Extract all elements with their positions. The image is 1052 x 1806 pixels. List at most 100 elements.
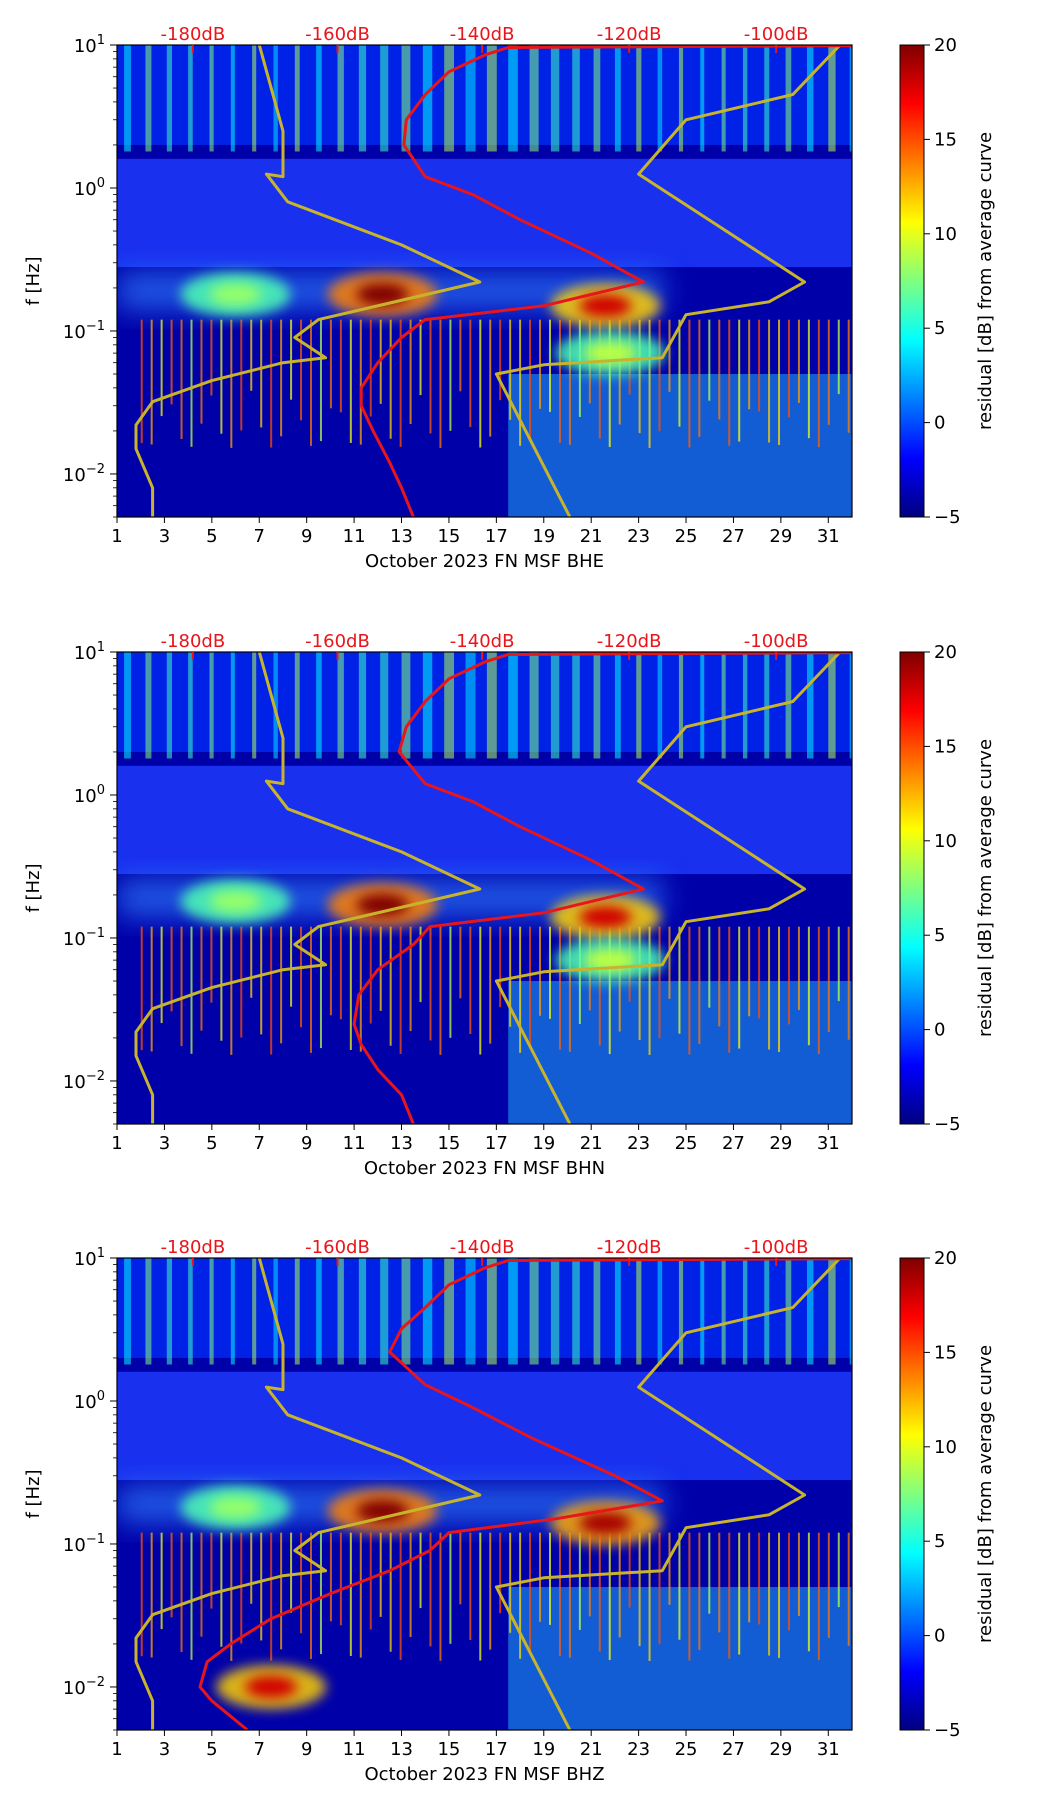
top-scale-label: -180dB xyxy=(161,1237,226,1258)
heatmap-spike xyxy=(469,1532,472,1641)
heatmap-stripe xyxy=(614,1258,621,1365)
heatmap-spike xyxy=(230,926,233,1055)
heatmap-stripe xyxy=(465,45,476,152)
x-tick-label: 23 xyxy=(627,526,650,547)
y-tick-label: 10−2 xyxy=(63,1069,105,1093)
heatmap-spike xyxy=(260,926,263,1035)
heatmap-spike xyxy=(260,1532,263,1641)
heatmap-spike xyxy=(519,1532,522,1659)
heatmap-spike xyxy=(319,1532,322,1655)
heatmap-spike xyxy=(787,1532,790,1631)
heatmap-stripe xyxy=(785,45,792,152)
heatmap-hotspot xyxy=(209,1496,262,1519)
heatmap-spike xyxy=(309,319,312,446)
x-tick-label: 21 xyxy=(580,1133,603,1154)
heatmap-spike xyxy=(509,926,512,1027)
heatmap-spike xyxy=(250,319,253,391)
spectrogram-panel-2: 1 3 5 7 9 11 13 15 17 19 21 23 25 27 29 3110110010−110−… xyxy=(23,631,996,1179)
x-tick-label: 7 xyxy=(254,1739,265,1760)
heatmap-spike xyxy=(309,1532,312,1659)
heatmap-spike xyxy=(319,926,322,1049)
heatmap-spike xyxy=(648,926,651,1055)
top-scale-label: -160dB xyxy=(305,24,370,45)
heatmap-spike xyxy=(479,1532,482,1661)
heatmap-stripe xyxy=(828,45,836,152)
heatmap-spike xyxy=(180,926,183,1047)
x-tick-label: 5 xyxy=(206,1133,217,1154)
heatmap-spike xyxy=(688,1532,691,1661)
heatmap-stripe xyxy=(764,45,770,152)
heatmap-stripe xyxy=(636,45,642,152)
x-axis-label: October 2023 FN MSF BHN xyxy=(364,1158,605,1179)
heatmap-spike xyxy=(568,319,571,445)
colorbar-label: residual [dB] from average curve xyxy=(975,739,996,1037)
heatmap-stripe xyxy=(444,1258,455,1365)
colorbar-tick-label: 0 xyxy=(934,1626,945,1647)
heatmap-spike xyxy=(728,1532,731,1659)
colorbar-tick-label: 15 xyxy=(934,736,957,757)
heatmap-spike xyxy=(300,319,303,421)
heatmap-spike xyxy=(628,1532,631,1608)
heatmap-stripe xyxy=(145,45,152,152)
colorbar-tick-label: −5 xyxy=(934,507,961,528)
heatmap-stripe xyxy=(678,652,684,759)
heatmap-stripe xyxy=(806,1258,814,1365)
heatmap-spike xyxy=(847,1532,850,1646)
heatmap-spike xyxy=(658,319,661,432)
heatmap-spike xyxy=(250,1532,253,1604)
top-scale-label: -180dB xyxy=(161,24,226,45)
heatmap-spike xyxy=(190,926,193,1054)
top-scale-label: -160dB xyxy=(305,1237,370,1258)
heatmap-spike xyxy=(429,1532,432,1647)
y-tick-label: 10−2 xyxy=(63,1675,105,1699)
heatmap-spike xyxy=(160,1532,163,1630)
heatmap-spike xyxy=(210,319,213,396)
heatmap-stripe xyxy=(465,652,476,759)
heatmap-stripe xyxy=(742,1258,748,1365)
heatmap-spike xyxy=(319,319,322,442)
heatmap-spike xyxy=(847,319,850,433)
heatmap-spike xyxy=(688,926,691,1055)
heatmap-spike xyxy=(778,1532,781,1658)
heatmap-spike xyxy=(439,319,442,448)
heatmap-hotspot xyxy=(245,1675,298,1698)
heatmap-spike xyxy=(489,319,492,437)
reference-curve-line xyxy=(198,1258,852,1730)
heatmap-spike xyxy=(778,926,781,1052)
y-axis-label: f [Hz] xyxy=(23,1469,44,1518)
heatmap-spike xyxy=(300,1532,303,1634)
heatmap-spike xyxy=(817,1532,820,1661)
x-tick-label: 5 xyxy=(206,1739,217,1760)
heatmap-stripe xyxy=(614,652,621,759)
heatmap-spike xyxy=(439,1532,442,1661)
x-tick-label: 27 xyxy=(722,526,745,547)
x-tick-label: 3 xyxy=(159,1133,170,1154)
heatmap-spike xyxy=(658,1532,661,1645)
heatmap-spike xyxy=(658,926,661,1039)
heatmap-spike xyxy=(718,319,721,420)
heatmap-spike xyxy=(339,319,342,413)
noise-model-line xyxy=(134,652,482,1124)
heatmap-stripe xyxy=(294,652,300,759)
heatmap-stripe xyxy=(380,45,389,152)
heatmap-stripe xyxy=(572,45,580,152)
heatmap-spike xyxy=(797,926,800,1010)
heatmap-stripe xyxy=(166,652,173,759)
heatmap-stripe xyxy=(678,45,684,152)
x-tick-label: 15 xyxy=(437,526,460,547)
heatmap-spike xyxy=(738,319,741,442)
heatmap-spike xyxy=(469,319,472,428)
top-scale-label: -180dB xyxy=(161,631,226,652)
x-tick-label: 17 xyxy=(485,1739,508,1760)
heatmap-spike xyxy=(678,1532,681,1640)
colorbar-tick-label: 0 xyxy=(934,413,945,434)
x-axis-label: October 2023 FN MSF BHE xyxy=(365,551,604,572)
heatmap-spike xyxy=(768,926,771,1050)
heatmap-spike xyxy=(240,319,243,431)
heatmap-spike xyxy=(339,926,342,1020)
heatmap-spike xyxy=(260,319,263,428)
colorbar-label: residual [dB] from average curve xyxy=(975,1345,996,1643)
heatmap-spike xyxy=(638,319,641,434)
heatmap-spike xyxy=(389,926,392,1046)
